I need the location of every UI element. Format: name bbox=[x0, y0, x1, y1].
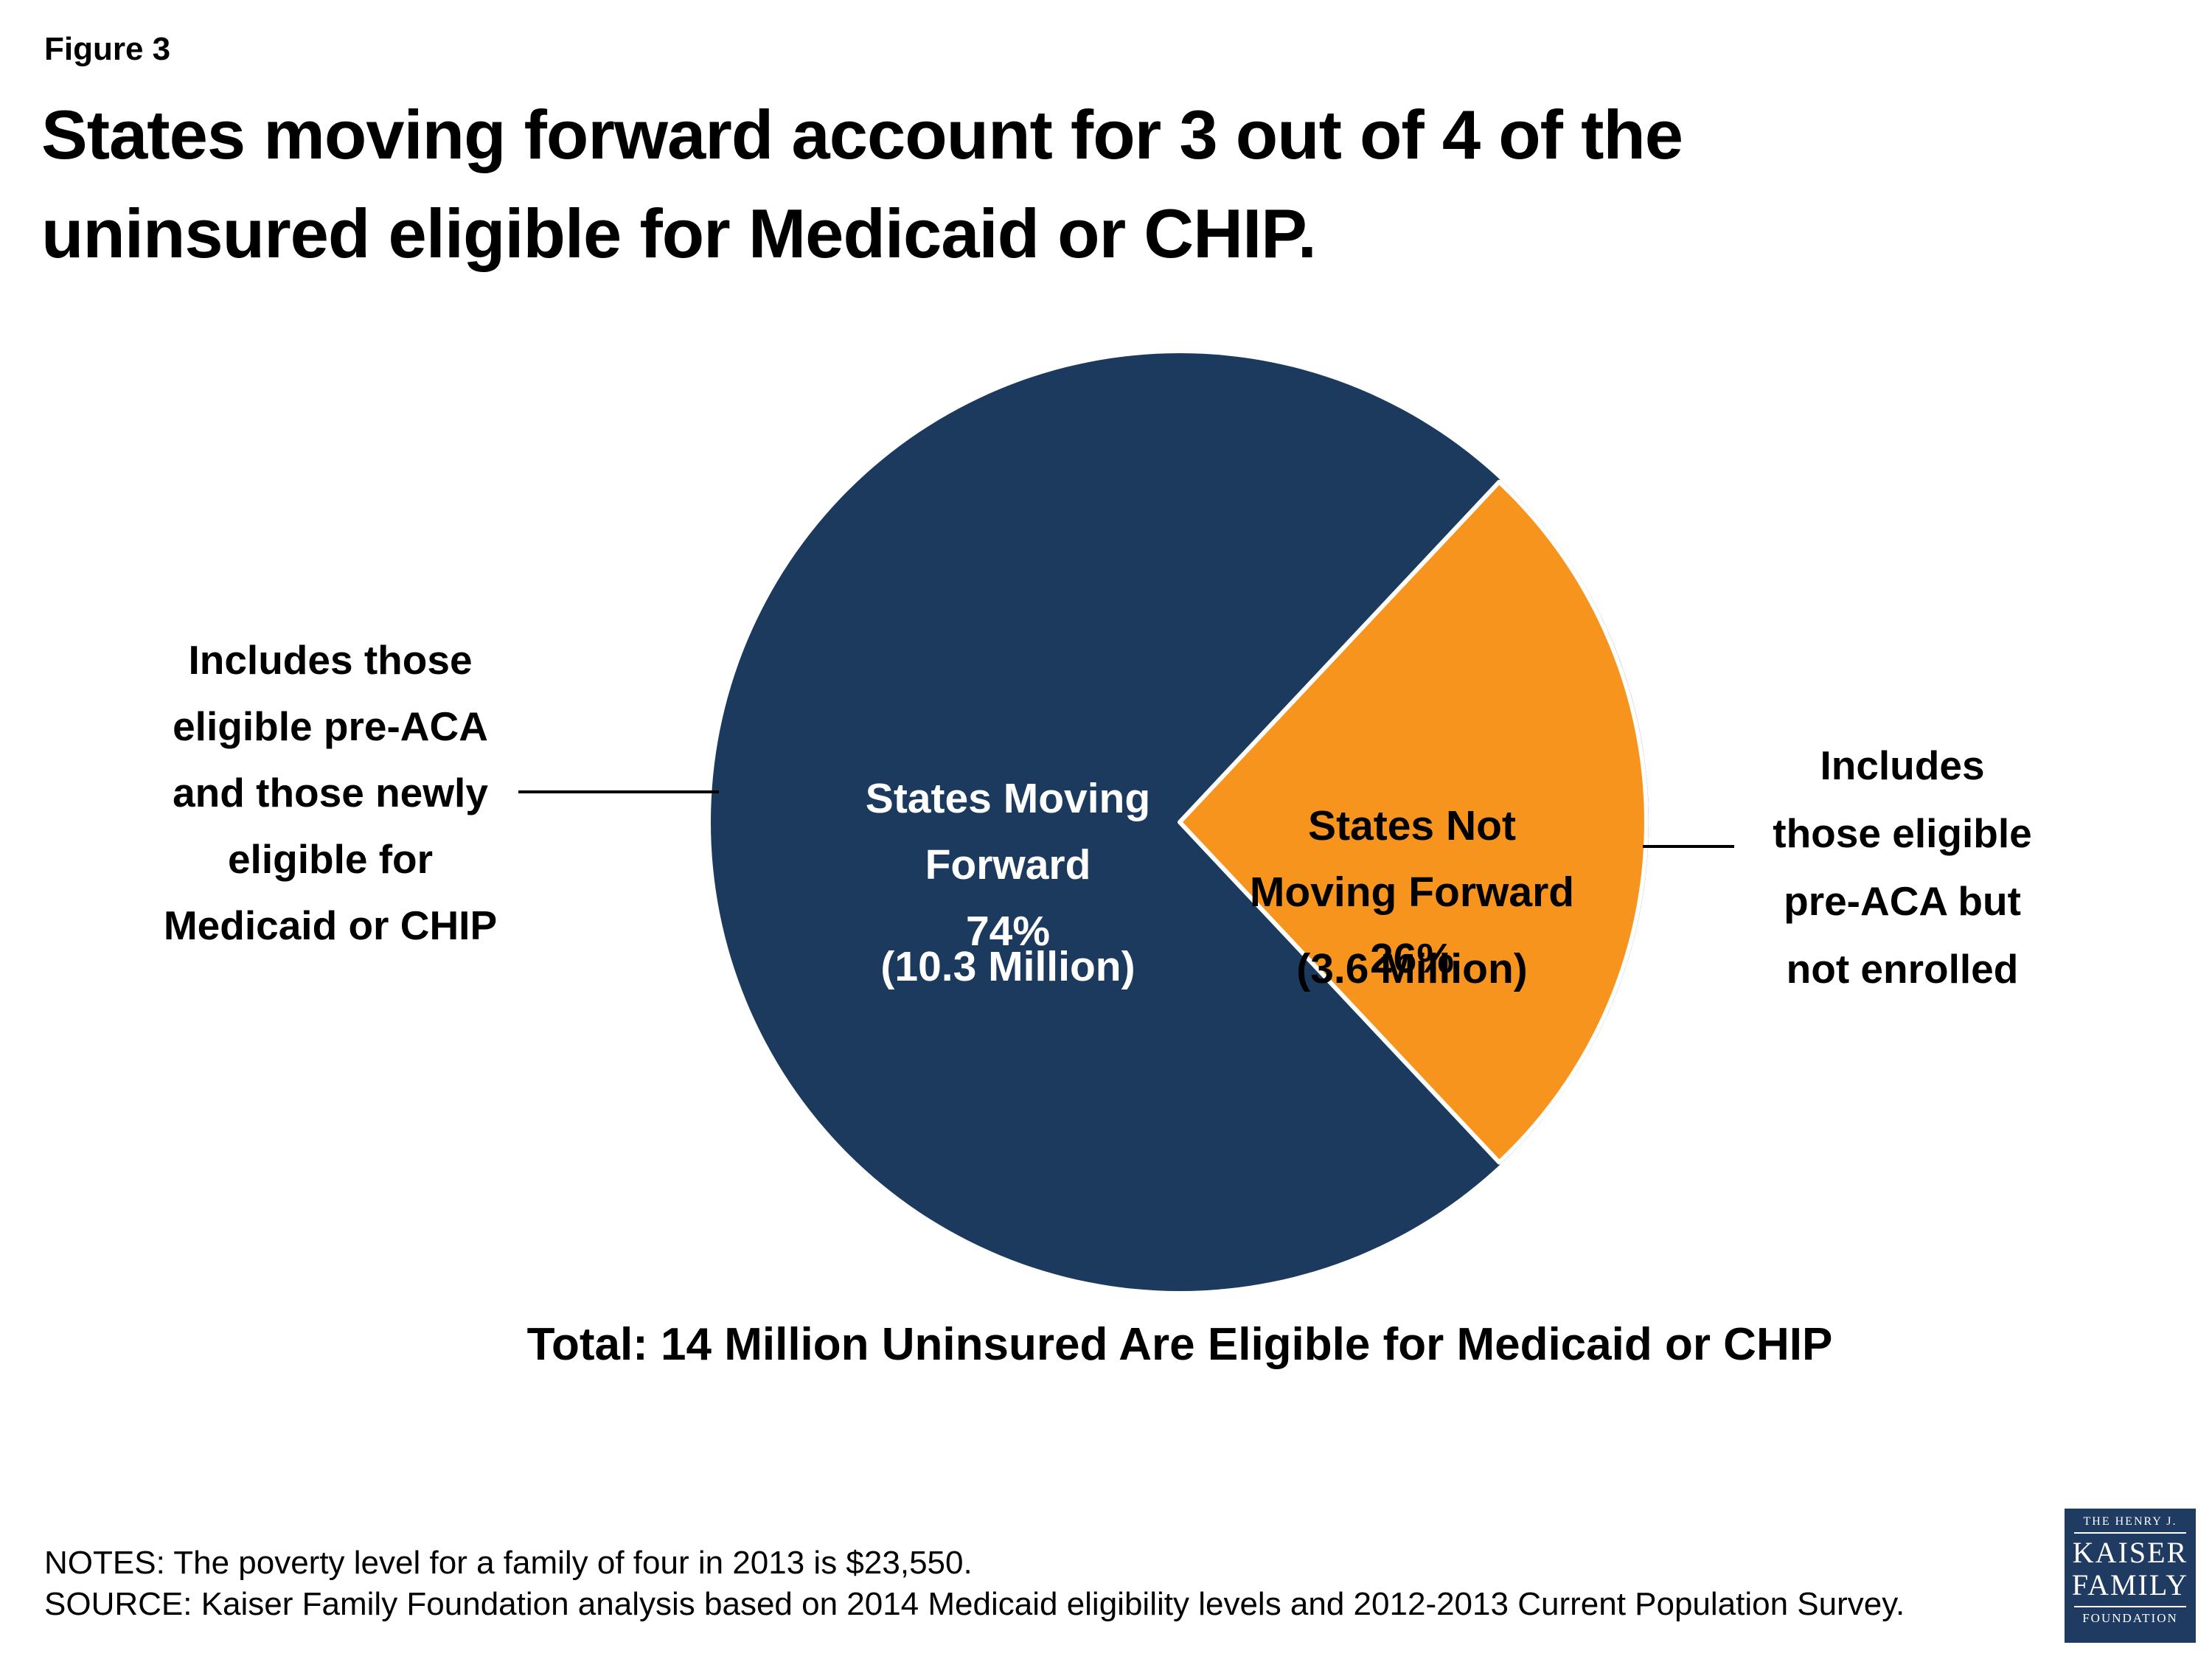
slice-label-forward-text: States Moving Forward 74% bbox=[865, 775, 1151, 955]
title-line-2: uninsured eligible for Medicaid or CHIP. bbox=[41, 195, 1317, 272]
slice-label-states-moving-forward: States Moving Forward 74% (10.3 Million) bbox=[713, 699, 1303, 1097]
kff-logo-foundation: FOUNDATION bbox=[2082, 1611, 2178, 1625]
annotation-left: Includes those eligible pre-ACA and thos… bbox=[163, 637, 498, 948]
kff-logo: THE HENRY J. KAISER FAMILY FOUNDATION bbox=[2065, 1509, 2196, 1643]
notes-line: NOTES: The poverty level for a family of… bbox=[44, 1545, 973, 1581]
slice-label-states-not-moving-forward: States Not Moving Forward 26% (3.6 Milli… bbox=[1117, 726, 1707, 1124]
source-line: SOURCE: Kaiser Family Foundation analysi… bbox=[44, 1586, 1905, 1622]
kff-logo-henry-j: THE HENRY J. bbox=[2083, 1515, 2177, 1528]
kff-logo-family: FAMILY bbox=[2071, 1568, 2189, 1601]
title-line-1: States moving forward account for 3 out … bbox=[41, 96, 1683, 173]
total-label: Total: 14 Million Uninsured Are Eligible… bbox=[526, 1319, 1833, 1370]
kff-logo-rule-bottom bbox=[2074, 1606, 2186, 1607]
left-callout-line bbox=[518, 790, 719, 793]
kff-logo-rule-top bbox=[2074, 1532, 2186, 1534]
kff-logo-kaiser: KAISER bbox=[2072, 1536, 2188, 1569]
slice-value-not-forward: (3.6 Million) bbox=[1296, 945, 1528, 992]
slice-value-forward: (10.3 Million) bbox=[880, 943, 1135, 990]
annotation-right: Includes those eligible pre-ACA but not … bbox=[1773, 742, 2032, 992]
pie-slice-states-not-moving-forward bbox=[1178, 479, 1649, 1165]
slice-label-not-forward-text: States Not Moving Forward 26% bbox=[1249, 802, 1575, 982]
figure-label: Figure 3 bbox=[44, 31, 171, 67]
right-callout-line bbox=[1643, 845, 1734, 848]
notes-source-block: NOTES: The poverty level for a family of… bbox=[44, 1543, 2072, 1625]
pie-chart bbox=[711, 353, 1649, 1291]
slide-title: States moving forward account for 3 out … bbox=[41, 86, 2076, 283]
